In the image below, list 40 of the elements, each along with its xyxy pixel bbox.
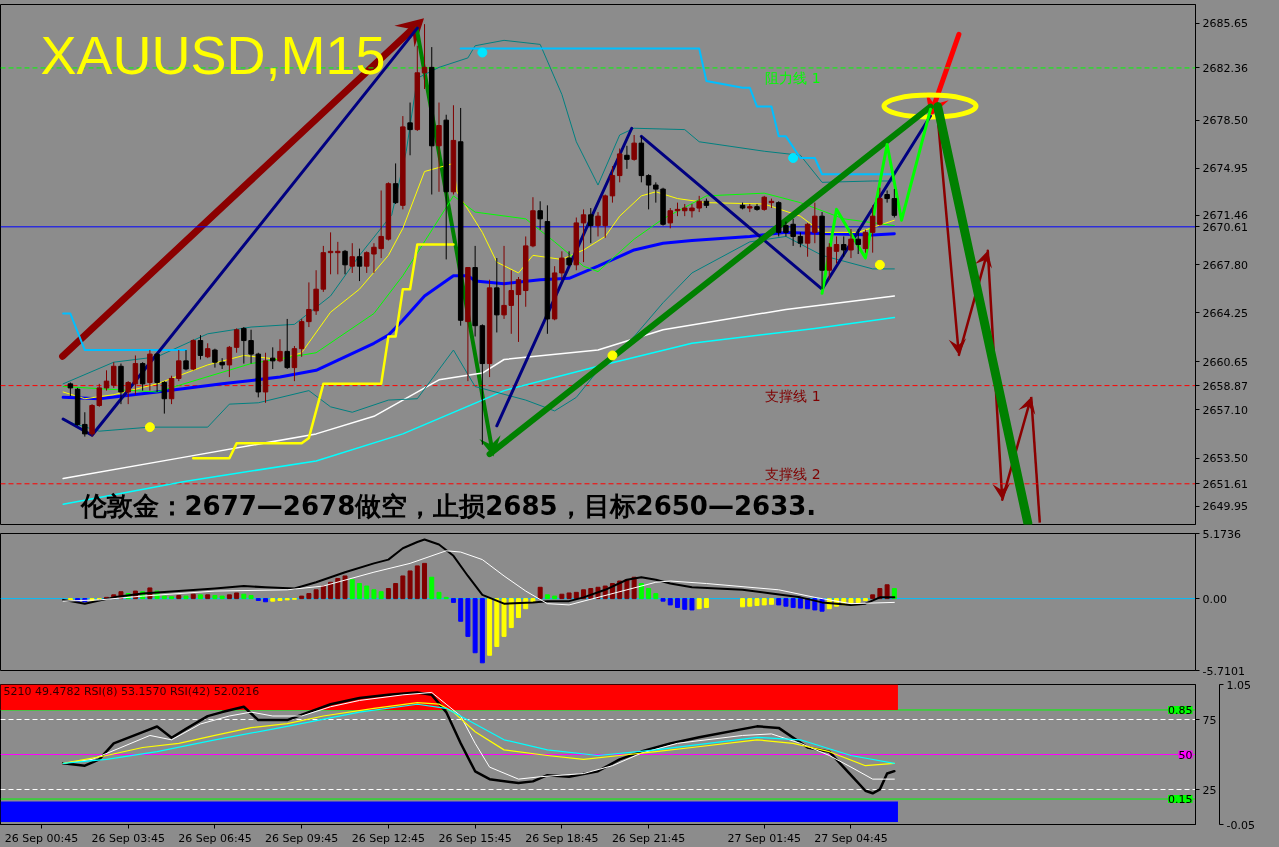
y-tick-label: 2658.87	[1202, 379, 1248, 393]
x-tick-label: 26 Sep 15:45	[438, 831, 512, 845]
y-tick-label: 2651.61	[1202, 477, 1248, 491]
y-tick-label: 2671.46	[1202, 209, 1248, 223]
y-tick-label: 2657.10	[1202, 403, 1248, 417]
ref-line-label: 0.85	[1168, 703, 1193, 717]
y-tick-label: 2678.50	[1202, 114, 1248, 128]
chart-title: XAUUSD,M15	[40, 24, 386, 85]
ref-line-label: 支撑线 1	[765, 387, 821, 404]
y2-tick-label: -0.05	[1226, 818, 1255, 832]
ref-line-label: 0.15	[1168, 793, 1193, 807]
x-tick-label: 26 Sep 09:45	[264, 831, 339, 845]
ref-line-label: 50	[1178, 748, 1193, 762]
y-tick-label: 2685.65	[1202, 17, 1248, 31]
x-tick-label: 26 Sep 03:45	[91, 831, 165, 845]
x-tick-label: 27 Sep 04:45	[814, 831, 888, 845]
x-tick-label: 26 Sep 06:45	[178, 831, 252, 845]
x-tick-label: 26 Sep 12:45	[351, 831, 426, 845]
x-tick-label: 26 Sep 21:45	[611, 831, 686, 845]
y-tick-label: 2667.80	[1202, 258, 1248, 272]
y-tick-label: 2682.36	[1202, 61, 1248, 75]
y2-tick-label: 1.05	[1226, 678, 1251, 692]
y-tick-label: -5.7101	[1202, 664, 1245, 678]
x-tick-label: 27 Sep 01:45	[727, 831, 801, 845]
x-tick-label: 26 Sep 00:45	[4, 831, 79, 845]
chart-title: 5210 49.4782 RSI(8) 53.1570 RSI(42) 52.0216	[3, 684, 260, 698]
x-tick-label: 26 Sep 18:45	[525, 831, 599, 845]
ref-line-label: 阻力线 1	[765, 69, 821, 86]
y-tick-label: 25	[1202, 783, 1217, 797]
y-tick-label: 2674.95	[1202, 162, 1248, 176]
y-tick-label: 0.00	[1202, 592, 1227, 606]
y-tick-label: 2649.95	[1202, 500, 1248, 514]
annotation: 伦敦金：2677—2678做空，止损2685，目标2650—2633.	[79, 490, 817, 521]
y-tick-label: 2664.25	[1202, 306, 1248, 320]
y-tick-label: 75	[1202, 713, 1217, 727]
ref-line-label: 支撑线 2	[765, 465, 821, 482]
y-tick-label: 2670.61	[1202, 220, 1248, 234]
y-tick-label: 5.1736	[1202, 527, 1241, 541]
y-tick-label: 2660.65	[1202, 355, 1248, 369]
y-tick-label: 2653.50	[1202, 452, 1248, 466]
